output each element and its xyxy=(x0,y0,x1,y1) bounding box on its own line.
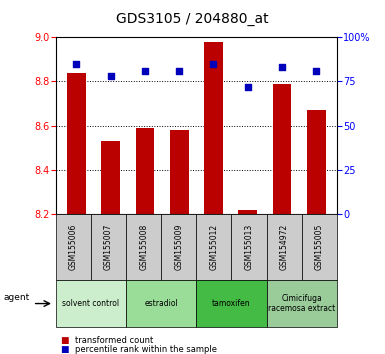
Text: tamoxifen: tamoxifen xyxy=(212,299,251,308)
Text: GSM155005: GSM155005 xyxy=(315,224,324,270)
Point xyxy=(211,61,217,67)
Text: ■: ■ xyxy=(60,345,68,354)
Bar xyxy=(136,128,154,214)
Text: ■: ■ xyxy=(60,336,68,345)
Point xyxy=(313,68,320,74)
Text: GSM155009: GSM155009 xyxy=(174,224,183,270)
Text: GSM154972: GSM154972 xyxy=(280,224,289,270)
Text: percentile rank within the sample: percentile rank within the sample xyxy=(75,345,217,354)
Text: solvent control: solvent control xyxy=(62,299,119,308)
Bar xyxy=(101,141,120,214)
Text: estradiol: estradiol xyxy=(144,299,178,308)
Text: transformed count: transformed count xyxy=(75,336,153,345)
Bar xyxy=(204,41,223,214)
Text: GSM155012: GSM155012 xyxy=(209,224,218,270)
Point xyxy=(245,84,251,90)
Text: GSM155013: GSM155013 xyxy=(244,224,254,270)
Point xyxy=(73,61,79,67)
Point xyxy=(107,73,114,79)
Bar xyxy=(307,110,326,214)
Text: GDS3105 / 204880_at: GDS3105 / 204880_at xyxy=(116,12,269,27)
Point xyxy=(142,68,148,74)
Text: agent: agent xyxy=(4,293,30,302)
Point xyxy=(176,68,182,74)
Text: GSM155006: GSM155006 xyxy=(69,224,78,270)
Text: Cimicifuga
racemosa extract: Cimicifuga racemosa extract xyxy=(268,294,335,313)
Text: GSM155008: GSM155008 xyxy=(139,224,148,270)
Bar xyxy=(238,210,257,214)
Bar xyxy=(273,84,291,214)
Bar xyxy=(170,130,189,214)
Point xyxy=(279,64,285,70)
Text: GSM155007: GSM155007 xyxy=(104,224,113,270)
Bar xyxy=(67,73,86,214)
